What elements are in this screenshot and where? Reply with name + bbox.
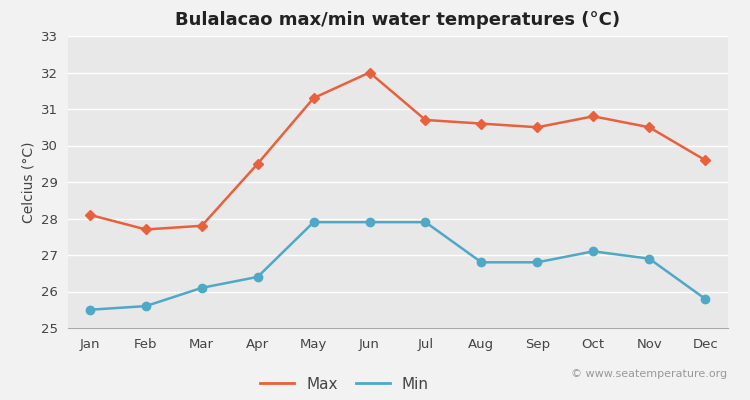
Min [700,296,709,301]
Min [197,286,206,290]
Max [477,121,486,126]
Max [589,114,598,119]
Max [141,227,150,232]
Min [421,220,430,224]
Min [532,260,542,265]
Max [86,212,94,217]
Max [700,158,709,162]
Max [309,96,318,100]
Max [254,161,262,166]
Min [309,220,318,224]
Max [421,118,430,122]
Max [645,125,654,130]
Text: © www.seatemperature.org: © www.seatemperature.org [572,369,728,379]
Legend: Max, Min: Max, Min [254,371,435,398]
Max [365,70,374,75]
Y-axis label: Celcius (°C): Celcius (°C) [21,141,35,223]
Min [141,304,150,308]
Min [365,220,374,224]
Min [86,307,94,312]
Min [477,260,486,265]
Title: Bulalacao max/min water temperatures (°C): Bulalacao max/min water temperatures (°C… [175,11,620,29]
Max [532,125,542,130]
Max [197,223,206,228]
Min [254,274,262,279]
Line: Min: Min [86,218,710,314]
Min [645,256,654,261]
Min [589,249,598,254]
Line: Max: Max [86,69,709,233]
